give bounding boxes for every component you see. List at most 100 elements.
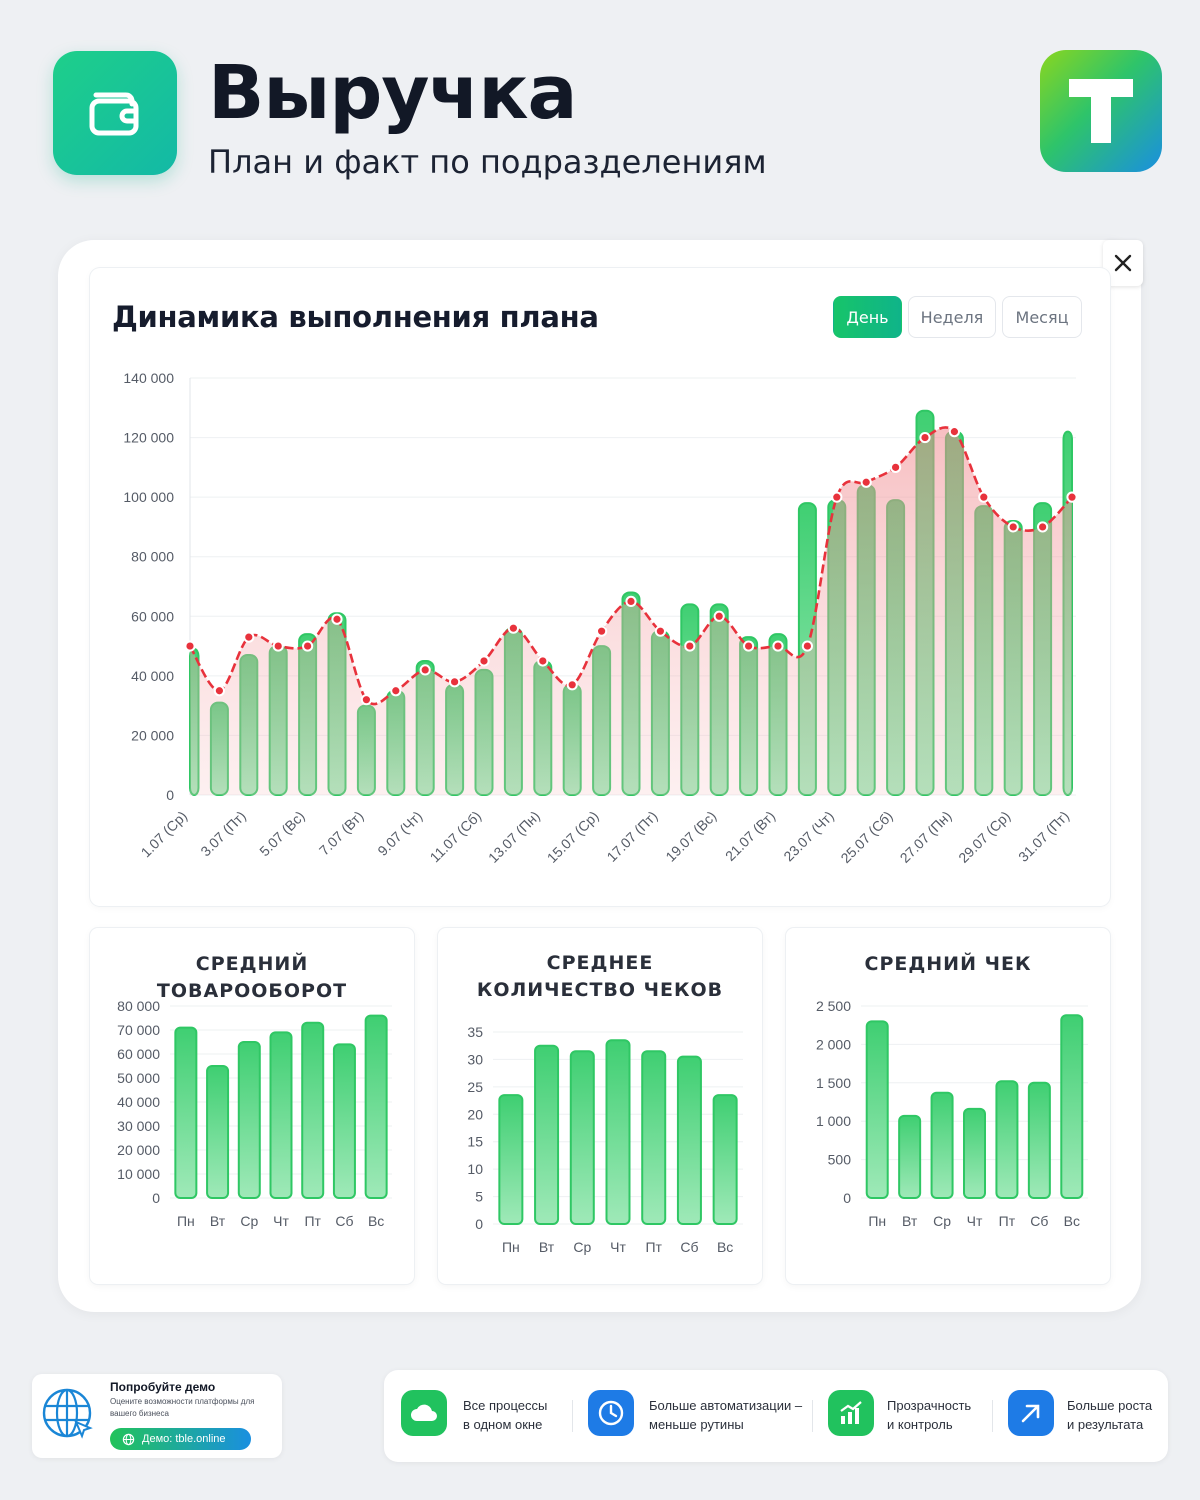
x-tick-label: Ср: [933, 1213, 951, 1229]
y-tick-label: 5: [475, 1189, 483, 1205]
plan-point: [1066, 491, 1078, 503]
bar: [865, 1020, 889, 1199]
x-tick-label: 19.07 (Вс): [662, 808, 719, 865]
x-tick-label: 29.07 (Ср): [955, 808, 1013, 866]
x-tick-label: Чт: [273, 1213, 289, 1229]
y-tick-label: 20: [467, 1106, 483, 1122]
chart-title: Динамика выполнения плана: [112, 300, 599, 334]
feature-2-text: Больше автоматизации – меньше рутины: [649, 1398, 803, 1432]
x-tick-label: Ср: [240, 1213, 258, 1229]
plan-point: [449, 676, 461, 688]
demo-title: Попробуйте демо: [110, 1380, 216, 1394]
y-tick-label: 100 000: [123, 489, 174, 505]
y-tick-label: 10: [467, 1161, 483, 1177]
bar: [605, 1039, 631, 1225]
chart-up-icon: [840, 1401, 862, 1424]
x-tick-label: Вс: [1064, 1213, 1080, 1229]
x-tick-label: 23.07 (Чт): [780, 808, 837, 865]
plan-point: [243, 631, 255, 643]
feature-3-badge: [828, 1390, 874, 1436]
avg-receipts-chart: 0 5 10 15 20 25 30 35 Пн Вт Ср Чт Пт Сб Вс: [467, 1024, 743, 1255]
x-tick-label: 27.07 (Пн): [897, 808, 955, 866]
bar: [301, 1021, 325, 1199]
y-tick-label: 1 000: [816, 1113, 851, 1129]
x-tick-label: Вт: [902, 1213, 918, 1229]
plan-point: [1037, 521, 1049, 533]
features-bar: Все процессы в одном окне Больше автомати…: [384, 1370, 1168, 1462]
avg-check-title: СРЕДНИЙ ЧЕК: [864, 953, 1032, 975]
bar: [569, 1050, 595, 1226]
y-tick-label: 30 000: [117, 1118, 160, 1134]
plan-point: [507, 622, 519, 634]
plan-point: [566, 679, 578, 691]
bar: [1027, 1081, 1051, 1199]
x-tick-label: Сб: [335, 1213, 353, 1229]
bar: [534, 1044, 560, 1226]
x-tick-label: Пт: [645, 1239, 662, 1255]
plan-area: [190, 427, 1072, 795]
plan-point: [713, 610, 725, 622]
bar: [364, 1014, 388, 1199]
plan-point: [684, 640, 696, 652]
plan-point: [801, 640, 814, 652]
plan-point: [772, 640, 784, 652]
x-tick-label: Чт: [967, 1213, 983, 1229]
x-tick-label: 11.07 (Сб): [427, 808, 485, 866]
avg-receipts-card: [438, 928, 762, 1284]
x-tick-label: Пт: [999, 1213, 1016, 1229]
bar: [269, 1031, 293, 1200]
brand-logo[interactable]: [1040, 50, 1162, 172]
x-tick-label: Пт: [304, 1213, 321, 1229]
y-tick-label: 500: [828, 1152, 852, 1168]
x-tick-label: 25.07 (Сб): [837, 808, 895, 866]
bar: [712, 1094, 738, 1226]
globe-icon: [42, 1388, 93, 1439]
bar: [1060, 1014, 1084, 1199]
y-tick-label: 80 000: [117, 998, 160, 1014]
y-tick-label: 70 000: [117, 1022, 160, 1038]
y-tick-label: 80 000: [131, 549, 174, 565]
wallet-icon: [89, 92, 139, 136]
plan-point: [919, 431, 931, 444]
x-tick-label: 3.07 (Пт): [197, 808, 249, 860]
x-tick-label: Ср: [573, 1239, 591, 1255]
plan-point: [860, 476, 872, 488]
bar: [995, 1080, 1019, 1199]
plan-point: [978, 491, 990, 503]
plan-point: [596, 625, 608, 637]
y-tick-label: 50 000: [117, 1070, 160, 1086]
plan-point: [213, 685, 226, 697]
bar: [174, 1026, 198, 1199]
y-tick-label: 0: [475, 1216, 483, 1232]
feature-3-text: Прозрачность и контроль: [887, 1398, 972, 1432]
bar: [676, 1055, 702, 1225]
y-tick-label: 60 000: [131, 608, 174, 624]
plan-point: [184, 640, 196, 652]
demo-text: Оцените возможности платформы для вашего…: [110, 1397, 255, 1418]
arrow-up-right-icon: [1021, 1404, 1040, 1423]
bar: [898, 1114, 922, 1199]
demo-button[interactable]: Демо: tble.online: [110, 1428, 251, 1450]
x-tick-label: 21.07 (Вт): [722, 808, 778, 864]
plan-point: [419, 664, 431, 676]
tab-month[interactable]: Месяц: [1002, 296, 1082, 338]
tab-week[interactable]: Неделя: [908, 296, 996, 338]
feature-4-badge: [1008, 1390, 1054, 1436]
y-tick-label: 35: [467, 1024, 483, 1040]
bar: [237, 1041, 261, 1199]
feature-divider: [572, 1400, 573, 1432]
y-tick-label: 1 500: [816, 1075, 851, 1091]
x-tick-label: Вт: [539, 1239, 555, 1255]
page-title: Выручка: [208, 50, 577, 136]
plan-point: [1007, 521, 1019, 533]
plan-point: [390, 685, 402, 697]
x-tick-label: 5.07 (Вс): [256, 808, 307, 859]
y-tick-label: 2 000: [816, 1036, 851, 1052]
y-tick-label: 2 500: [816, 998, 851, 1014]
x-tick-label: 15.07 (Ср): [544, 808, 602, 866]
feature-1-text: Все процессы в одном окне: [463, 1398, 548, 1432]
app-icon: [53, 51, 177, 175]
x-tick-label: 31.07 (Пт): [1015, 808, 1072, 865]
avg-check-chart: 0 500 1 000 1 500 2 000 2 500 Пн Вт Ср Чт Пт Сб Вс: [816, 998, 1088, 1229]
tab-day[interactable]: День: [833, 296, 902, 338]
